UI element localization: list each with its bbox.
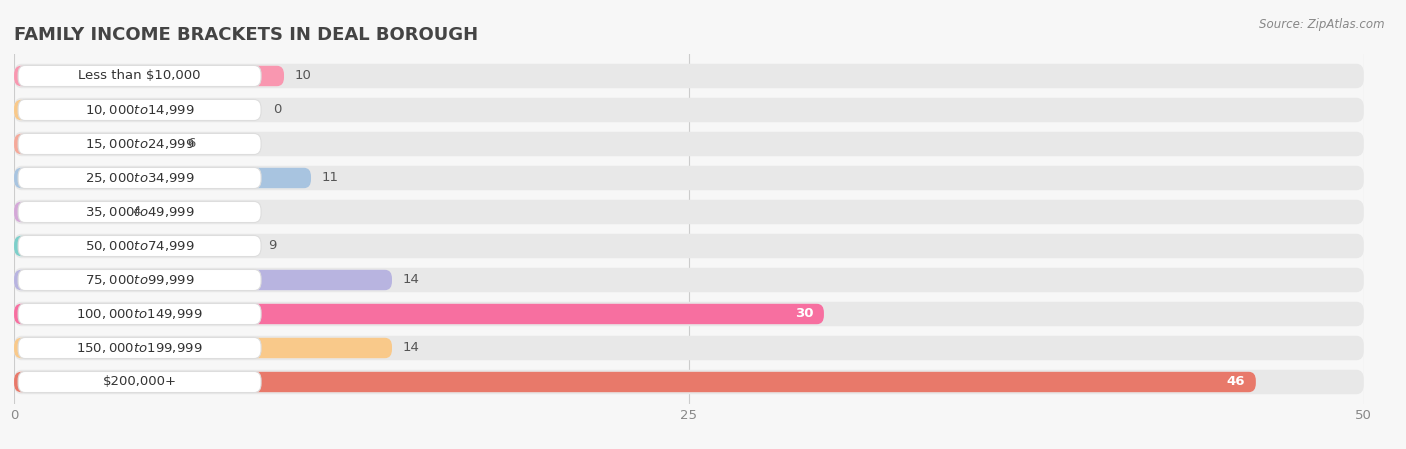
FancyBboxPatch shape: [14, 200, 1364, 224]
Text: 6: 6: [187, 137, 195, 150]
Text: $100,000 to $149,999: $100,000 to $149,999: [76, 307, 202, 321]
FancyBboxPatch shape: [14, 234, 1364, 258]
FancyBboxPatch shape: [18, 235, 262, 256]
FancyBboxPatch shape: [18, 167, 262, 189]
Text: $50,000 to $74,999: $50,000 to $74,999: [84, 239, 194, 253]
Text: $150,000 to $199,999: $150,000 to $199,999: [76, 341, 202, 355]
FancyBboxPatch shape: [14, 372, 1256, 392]
FancyBboxPatch shape: [18, 304, 262, 325]
Text: 14: 14: [402, 342, 419, 355]
Text: $10,000 to $14,999: $10,000 to $14,999: [84, 103, 194, 117]
FancyBboxPatch shape: [14, 336, 1364, 360]
FancyBboxPatch shape: [14, 166, 1364, 190]
Text: $75,000 to $99,999: $75,000 to $99,999: [84, 273, 194, 287]
FancyBboxPatch shape: [14, 268, 1364, 292]
Text: $25,000 to $34,999: $25,000 to $34,999: [84, 171, 194, 185]
FancyBboxPatch shape: [14, 168, 311, 188]
FancyBboxPatch shape: [18, 133, 262, 154]
FancyBboxPatch shape: [18, 99, 262, 120]
Text: 0: 0: [273, 103, 281, 116]
Text: $200,000+: $200,000+: [103, 375, 177, 388]
FancyBboxPatch shape: [14, 202, 122, 222]
FancyBboxPatch shape: [14, 100, 28, 120]
Text: 30: 30: [794, 308, 813, 321]
Text: FAMILY INCOME BRACKETS IN DEAL BOROUGH: FAMILY INCOME BRACKETS IN DEAL BOROUGH: [14, 26, 478, 44]
FancyBboxPatch shape: [18, 269, 262, 291]
FancyBboxPatch shape: [14, 66, 284, 86]
Text: 9: 9: [267, 239, 276, 252]
FancyBboxPatch shape: [14, 304, 824, 324]
FancyBboxPatch shape: [18, 371, 262, 392]
Text: Source: ZipAtlas.com: Source: ZipAtlas.com: [1260, 18, 1385, 31]
FancyBboxPatch shape: [18, 66, 262, 87]
Text: 46: 46: [1226, 375, 1246, 388]
FancyBboxPatch shape: [14, 302, 1364, 326]
Text: $35,000 to $49,999: $35,000 to $49,999: [84, 205, 194, 219]
FancyBboxPatch shape: [14, 64, 1364, 88]
Text: 11: 11: [322, 172, 339, 185]
FancyBboxPatch shape: [14, 98, 1364, 122]
FancyBboxPatch shape: [14, 236, 257, 256]
FancyBboxPatch shape: [14, 134, 176, 154]
Text: 10: 10: [295, 70, 312, 83]
Text: 4: 4: [132, 206, 141, 219]
FancyBboxPatch shape: [14, 370, 1364, 394]
Text: $15,000 to $24,999: $15,000 to $24,999: [84, 137, 194, 151]
FancyBboxPatch shape: [14, 132, 1364, 156]
FancyBboxPatch shape: [18, 338, 262, 359]
Text: Less than $10,000: Less than $10,000: [79, 70, 201, 83]
Text: 14: 14: [402, 273, 419, 286]
FancyBboxPatch shape: [18, 202, 262, 223]
FancyBboxPatch shape: [14, 270, 392, 290]
FancyBboxPatch shape: [14, 338, 392, 358]
